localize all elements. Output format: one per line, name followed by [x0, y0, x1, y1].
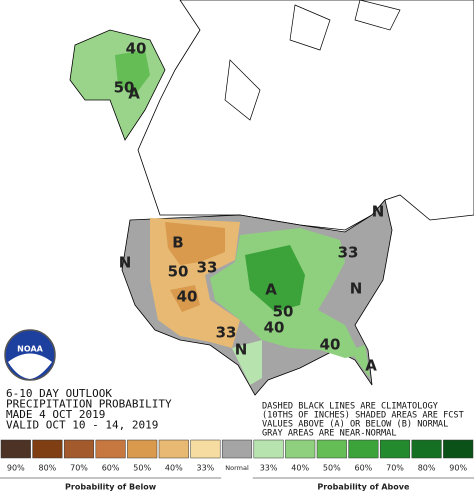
legend-label: 33% — [197, 464, 215, 473]
legend-label: 40% — [165, 464, 183, 473]
map-label: N — [372, 203, 385, 221]
legend-swatch — [0, 439, 31, 459]
map-label: 40 — [320, 336, 341, 354]
legend-swatch — [63, 439, 95, 459]
legend-label: 90% — [7, 464, 25, 473]
noaa-logo: NOAA — [4, 329, 56, 381]
legend-swatch — [95, 439, 126, 459]
note-text: GRAY AREAS ARE NEAR-NORMAL — [262, 429, 397, 439]
map-label: A — [265, 281, 277, 299]
map-label: 50 — [114, 79, 135, 97]
map-label: 40 — [264, 319, 285, 337]
legend-label: 40% — [291, 464, 309, 473]
map-label: B — [172, 234, 183, 252]
svg-text:NOAA: NOAA — [17, 345, 43, 354]
legend-swatch — [285, 439, 316, 459]
map-label: N — [350, 280, 363, 298]
outlook-text: 6-10 DAY OUTLOOK — [6, 387, 112, 400]
map-label: A — [365, 357, 377, 375]
map-label: N — [119, 254, 132, 272]
legend-label: 90% — [449, 464, 467, 473]
map-label: A — [128, 85, 140, 103]
map-label: 33 — [216, 324, 237, 342]
legend-label: 50% — [133, 464, 151, 473]
legend-swatch — [158, 439, 189, 459]
legend-label: Normal — [225, 464, 249, 472]
basemap — [69, 0, 474, 396]
map-label: 33 — [338, 244, 359, 262]
note-text: VALUES ABOVE (A) OR BELOW (B) NORMAL — [262, 420, 448, 430]
legend-swatch — [443, 439, 474, 459]
legend-swatch — [316, 439, 347, 459]
legend-label: 80% — [39, 464, 57, 473]
legend-label: 70% — [386, 464, 404, 473]
legend-swatch — [348, 439, 379, 459]
legend-swatch — [190, 439, 221, 459]
note-text: (10THS OF INCHES) SHADED AREAS ARE FCST — [262, 411, 464, 421]
legend-label: 60% — [355, 464, 373, 473]
map-label: 40 — [177, 288, 198, 306]
legend-swatch — [32, 439, 63, 459]
legend-label: 50% — [323, 464, 341, 473]
outlook-text: PRECIPITATION PROBABILITY — [6, 398, 172, 411]
legend-title: Probability of Below — [65, 483, 157, 492]
map-label: 40 — [126, 40, 147, 58]
legend-label: 60% — [102, 464, 120, 473]
map-label: N — [235, 341, 248, 359]
map-label: 33 — [197, 259, 218, 277]
legend-title: Probability of Above — [317, 483, 410, 492]
map-label: 50 — [168, 263, 189, 281]
legend-label: 80% — [418, 464, 436, 473]
legend-label: 70% — [70, 464, 88, 473]
outlook-text: MADE 4 OCT 2019 — [6, 408, 105, 421]
map-label: 50 — [273, 303, 294, 321]
note-text: DASHED BLACK LINES ARE CLIMATOLOGY — [262, 402, 439, 412]
legend-swatch — [127, 439, 158, 459]
outlook-text: VALID OCT 10 - 14, 2019 — [6, 419, 158, 432]
legend-label: 33% — [260, 464, 278, 473]
legend-swatch — [379, 439, 411, 459]
legend-swatch — [411, 439, 442, 459]
legend-swatch — [253, 439, 284, 459]
legend-swatch — [221, 439, 253, 459]
